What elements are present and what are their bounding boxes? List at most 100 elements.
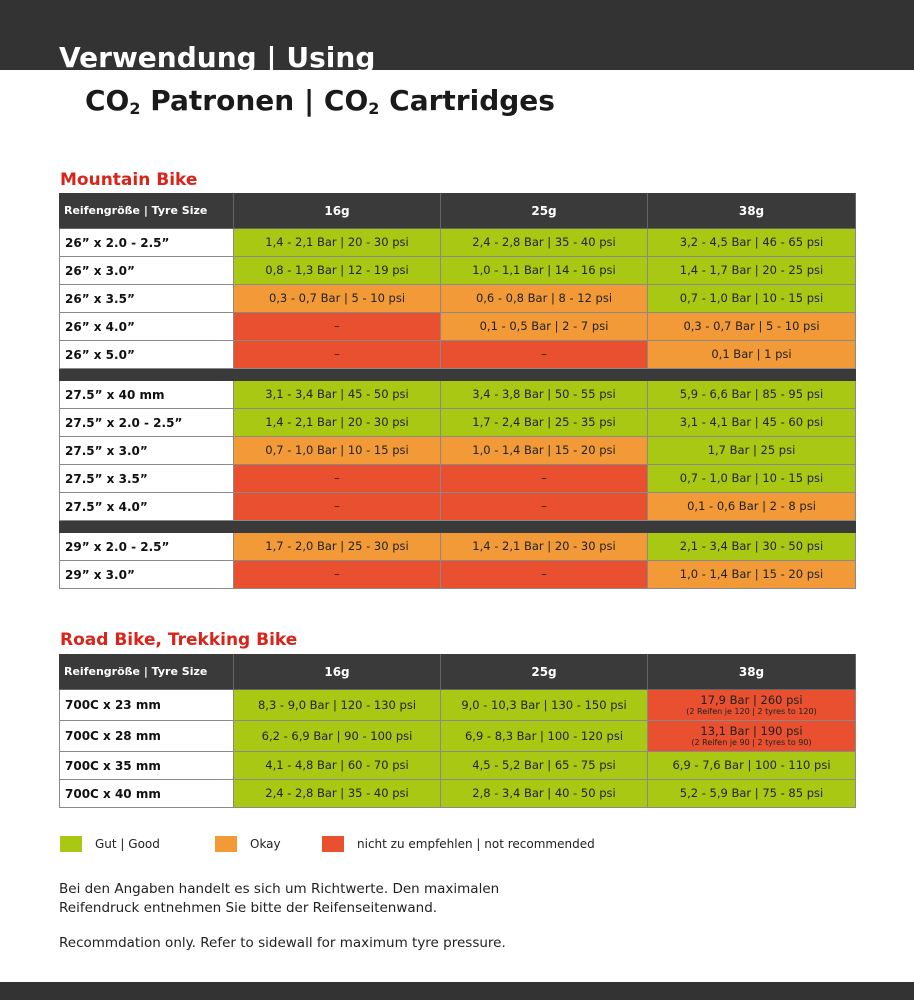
pressure-cell: 6,9 - 8,3 Bar | 100 - 120 psi [441, 721, 648, 752]
tyre-size: 700C x 40 mm [59, 780, 234, 808]
pressure-cell: 1,0 - 1,4 Bar | 15 - 20 psi [441, 437, 648, 465]
pressure-cell: 0,1 - 0,5 Bar | 2 - 7 psi [441, 313, 648, 341]
legend-swatch [215, 836, 237, 852]
page-title: Verwendung | Using [59, 41, 376, 70]
pressure-cell: 6,9 - 7,6 Bar | 100 - 110 psi [648, 752, 856, 780]
tyre-size: 700C x 28 mm [59, 721, 234, 752]
pressure-cell: – [441, 341, 648, 369]
pressure-cell: 1,4 - 2,1 Bar | 20 - 30 psi [234, 229, 441, 257]
group-separator [59, 521, 856, 533]
pressure-cell: – [441, 465, 648, 493]
pressure-text: 2,4 - 2,8 Bar | 35 - 40 psi [265, 786, 409, 800]
pressure-text: 1,7 - 2,4 Bar | 25 - 35 psi [472, 415, 616, 429]
pressure-cell: 6,2 - 6,9 Bar | 90 - 100 psi [234, 721, 441, 752]
pressure-text: – [541, 347, 547, 361]
legend-label: Gut | Good [95, 837, 160, 851]
pressure-cell: 0,6 - 0,8 Bar | 8 - 12 psi [441, 285, 648, 313]
pressure-text: 1,0 - 1,4 Bar | 15 - 20 psi [472, 443, 616, 457]
pressure-text: 1,4 - 1,7 Bar | 20 - 25 psi [679, 263, 824, 277]
pressure-text: 0,1 - 0,6 Bar | 2 - 8 psi [687, 499, 816, 513]
tyre-size: 26” x 3.5” [59, 285, 234, 313]
tyre-size: 700C x 35 mm [59, 752, 234, 780]
pressure-cell: 13,1 Bar | 190 psi (2 Reifen je 90 | 2 ty… [648, 721, 856, 752]
pressure-cell: 3,4 - 3,8 Bar | 50 - 55 psi [441, 381, 648, 409]
tyre-size: 29” x 3.0” [59, 561, 234, 589]
pressure-cell: 0,3 - 0,7 Bar | 5 - 10 psi [648, 313, 856, 341]
pressure-text: – [334, 471, 340, 485]
pressure-cell: 2,4 - 2,8 Bar | 35 - 40 psi [441, 229, 648, 257]
tyre-size: 700C x 23 mm [59, 690, 234, 721]
pressure-cell: 1,7 - 2,0 Bar | 25 - 30 psi [234, 533, 441, 561]
tyre-size: 29” x 2.0 - 2.5” [59, 533, 234, 561]
pressure-text: 0,7 - 1,0 Bar | 10 - 15 psi [265, 443, 409, 457]
pressure-cell: – [441, 561, 648, 589]
pressure-note: (2 Reifen je 90 | 2 tyres to 90) [691, 738, 812, 747]
pressure-text: – [541, 471, 547, 485]
pressure-cell: 3,2 - 4,5 Bar | 46 - 65 psi [648, 229, 856, 257]
pressure-text: 4,5 - 5,2 Bar | 65 - 75 psi [472, 758, 616, 772]
column-header: 38g [648, 193, 856, 229]
tyre-size: 26” x 3.0” [59, 257, 234, 285]
pressure-text: 2,4 - 2,8 Bar | 35 - 40 psi [472, 235, 616, 249]
subtitle-part: 2 [368, 99, 380, 118]
pressure-text: 1,4 - 2,1 Bar | 20 - 30 psi [265, 415, 409, 429]
pressure-note: (2 Reifen je 120 | 2 tyres to 120) [686, 707, 817, 716]
legend-label: Okay [250, 837, 281, 851]
pressure-text: 0,3 - 0,7 Bar | 5 - 10 psi [268, 291, 406, 305]
pressure-cell: 0,1 Bar | 1 psi [648, 341, 856, 369]
pressure-text: 2,1 - 3,4 Bar | 30 - 50 psi [679, 539, 824, 553]
pressure-cell: 1,0 - 1,1 Bar | 14 - 16 psi [441, 257, 648, 285]
top-bar: Verwendung | Using [0, 0, 914, 70]
pressure-cell: 1,7 Bar | 25 psi [648, 437, 856, 465]
pressure-cell: 2,1 - 3,4 Bar | 30 - 50 psi [648, 533, 856, 561]
pressure-text: 1,4 - 2,1 Bar | 20 - 30 psi [265, 235, 409, 249]
tyre-size: 27.5” x 3.5” [59, 465, 234, 493]
tyre-size: 27.5” x 40 mm [59, 381, 234, 409]
subtitle-part: Patronen | CO [140, 84, 369, 117]
pressure-cell: 0,1 - 0,6 Bar | 2 - 8 psi [648, 493, 856, 521]
pressure-text: – [334, 499, 340, 513]
pressure-cell: – [234, 341, 441, 369]
column-header: 16g [234, 193, 441, 229]
tyre-size: 27.5” x 3.0” [59, 437, 234, 465]
pressure-cell: 1,4 - 2,1 Bar | 20 - 30 psi [234, 409, 441, 437]
pressure-text: 3,1 - 3,4 Bar | 45 - 50 psi [265, 387, 409, 401]
pressure-cell: 4,1 - 4,8 Bar | 60 - 70 psi [234, 752, 441, 780]
tyre-size: 27.5” x 4.0” [59, 493, 234, 521]
pressure-text: 17,9 Bar | 260 psi [700, 693, 803, 707]
column-header: 25g [441, 654, 648, 690]
pressure-cell: 1,0 - 1,4 Bar | 15 - 20 psi [648, 561, 856, 589]
pressure-cell: – [234, 465, 441, 493]
pressure-cell: 0,3 - 0,7 Bar | 5 - 10 psi [234, 285, 441, 313]
pressure-text: 0,1 Bar | 1 psi [711, 347, 792, 361]
pressure-cell: 1,7 - 2,4 Bar | 25 - 35 psi [441, 409, 648, 437]
pressure-text: 0,3 - 0,7 Bar | 5 - 10 psi [683, 319, 820, 333]
pressure-cell: – [234, 313, 441, 341]
column-header: 16g [234, 654, 441, 690]
pressure-text: – [334, 567, 340, 581]
pressure-text: – [334, 347, 340, 361]
pressure-text: – [541, 499, 547, 513]
note-text: Bei den Angaben handelt es sich um Richt… [59, 881, 500, 897]
pressure-text: 1,7 Bar | 25 psi [707, 443, 796, 457]
pressure-text: 0,8 - 1,3 Bar | 12 - 19 psi [265, 263, 409, 277]
pressure-text: 0,7 - 1,0 Bar | 10 - 15 psi [679, 291, 824, 305]
pressure-cell: 0,7 - 1,0 Bar | 10 - 15 psi [648, 285, 856, 313]
pressure-cell: 5,9 - 6,6 Bar | 85 - 95 psi [648, 381, 856, 409]
pressure-text: 6,2 - 6,9 Bar | 90 - 100 psi [261, 728, 413, 743]
pressure-text: 1,4 - 2,1 Bar | 20 - 30 psi [472, 539, 616, 553]
pressure-text: 5,2 - 5,9 Bar | 75 - 85 psi [679, 786, 824, 800]
pressure-text: 0,6 - 0,8 Bar | 8 - 12 psi [475, 291, 613, 305]
pressure-text: 8,3 - 9,0 Bar | 120 - 130 psi [257, 697, 417, 712]
section-title: Mountain Bike [60, 170, 198, 190]
pressure-text: 0,1 - 0,5 Bar | 2 - 7 psi [479, 319, 609, 333]
pressure-text: 1,7 - 2,0 Bar | 25 - 30 psi [265, 539, 409, 553]
section-title: Road Bike, Trekking Bike [60, 630, 298, 650]
pressure-cell: 2,8 - 3,4 Bar | 40 - 50 psi [441, 780, 648, 808]
note-text: Recommdation only. Refer to sidewall for… [59, 935, 506, 951]
pressure-cell: – [234, 561, 441, 589]
subtitle-part: 2 [129, 99, 141, 118]
pressure-text: 6,9 - 8,3 Bar | 100 - 120 psi [464, 728, 624, 743]
pressure-text: – [541, 567, 547, 581]
